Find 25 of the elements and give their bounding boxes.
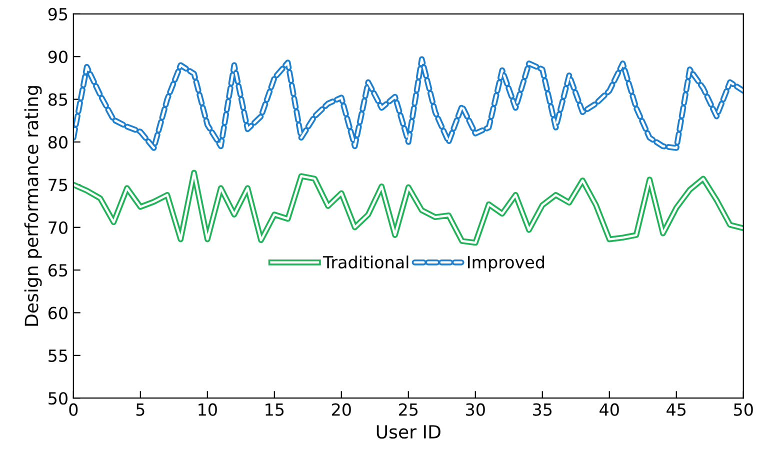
x-tick-label: 35 (533, 403, 552, 416)
x-tick-label: 50 (734, 403, 753, 416)
y-tick-label: 55 (48, 350, 68, 362)
legend-label: Improved (468, 256, 544, 272)
x-tick-label: 40 (600, 403, 619, 416)
x-axis-title: User ID (376, 425, 440, 439)
x-tick-label: 10 (198, 403, 217, 416)
y-tick-label: 65 (48, 264, 68, 277)
legend-label: Traditional (322, 256, 408, 268)
y-tick-label: 75 (48, 178, 68, 192)
y-tick-label: 60 (48, 306, 68, 320)
y-tick-label: 50 (48, 392, 68, 405)
x-tick-label: 30 (466, 403, 485, 416)
y-tick-label: 95 (48, 8, 68, 20)
y-axis-title: Design performance rating (24, 86, 42, 326)
y-tick-label: 85 (48, 93, 68, 106)
x-tick-label: 45 (666, 403, 686, 416)
x-tick-label: 15 (266, 403, 284, 416)
y-tick-label: 80 (48, 136, 68, 149)
y-tick-label: 90 (48, 50, 68, 64)
x-tick-label: 25 (399, 403, 418, 416)
y-tick-label: 70 (48, 221, 68, 234)
x-tick-label: 20 (332, 403, 351, 416)
x-tick-label: 0 (69, 403, 78, 416)
x-tick-label: 5 (136, 403, 144, 416)
